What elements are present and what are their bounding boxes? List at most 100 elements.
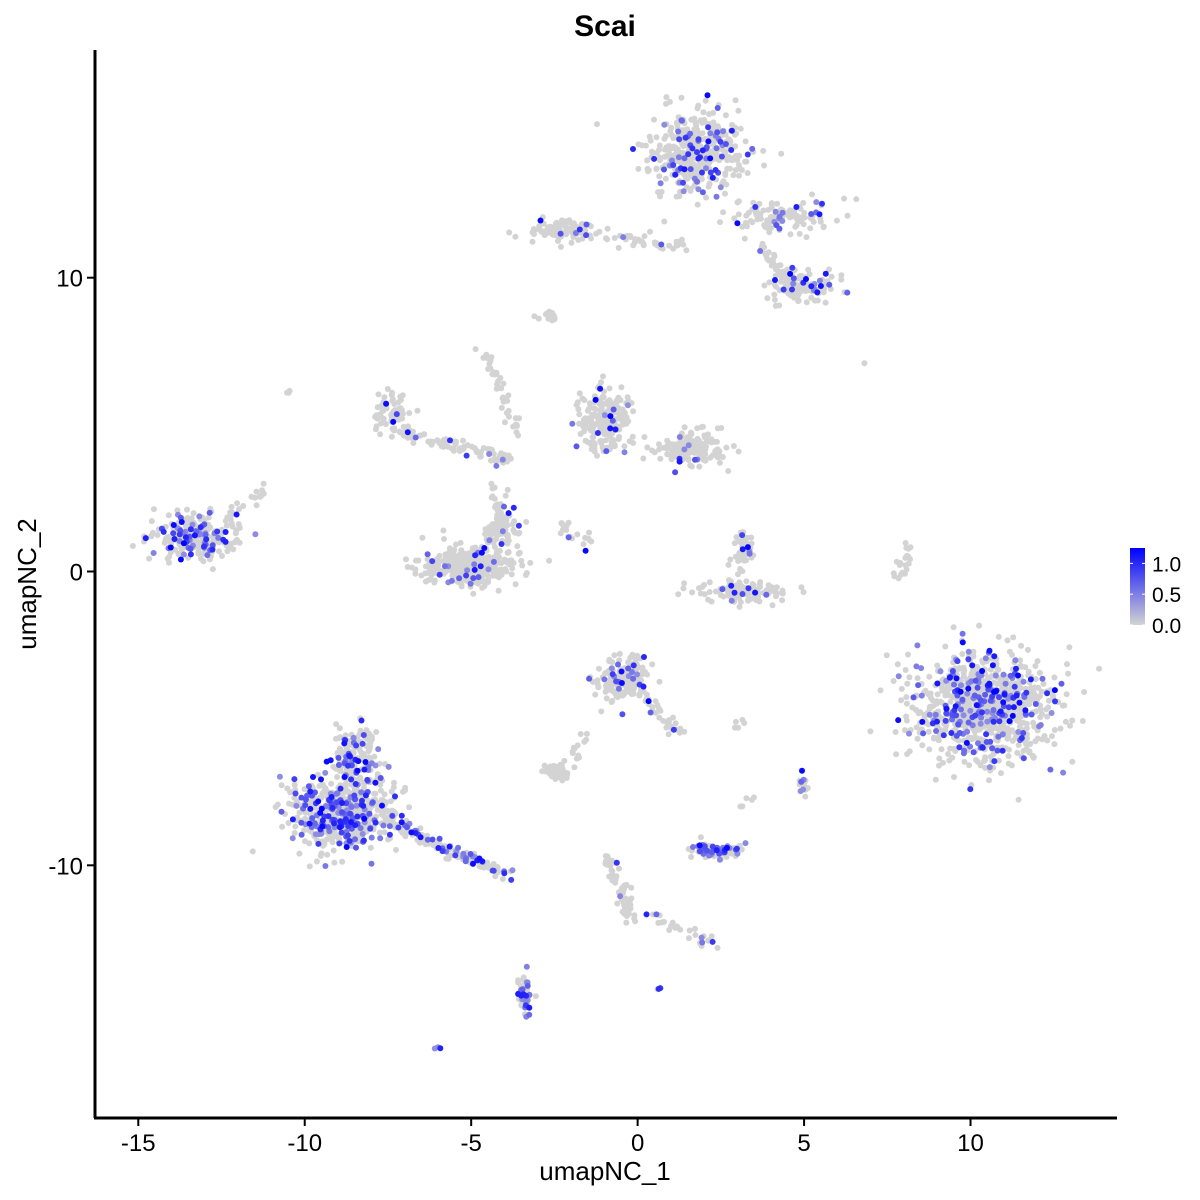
cell-point	[1032, 676, 1039, 683]
cell-point	[675, 158, 682, 165]
cell-point	[249, 848, 256, 855]
cell-point	[630, 675, 637, 682]
cell-point	[325, 813, 332, 820]
cell-point	[915, 682, 922, 689]
cell-point	[339, 809, 345, 816]
cell-point	[595, 684, 602, 691]
cell-point	[366, 730, 373, 737]
cell-point	[803, 299, 810, 306]
cell-point	[635, 165, 642, 172]
cell-point	[333, 833, 340, 840]
cell-point	[736, 603, 743, 610]
cell-point	[330, 847, 337, 854]
cell-point	[720, 128, 726, 135]
cell-point	[486, 446, 493, 453]
cell-point	[520, 991, 527, 998]
cell-point	[1004, 725, 1011, 732]
cell-point	[743, 795, 750, 802]
cell-point	[669, 157, 675, 164]
cell-point	[576, 754, 582, 761]
cell-point	[752, 209, 759, 216]
cell-point	[672, 171, 679, 178]
cell-point	[366, 810, 373, 817]
cell-point	[602, 860, 609, 867]
cell-point	[1061, 702, 1068, 709]
cell-point	[527, 559, 534, 566]
cell-point	[969, 662, 976, 669]
cell-point	[440, 527, 447, 534]
cell-point	[682, 141, 689, 148]
cell-point	[483, 351, 490, 358]
cell-point	[774, 200, 781, 207]
cell-point	[493, 550, 500, 557]
cell-point	[240, 503, 247, 509]
cell-point	[319, 782, 326, 788]
cell-point	[557, 530, 564, 537]
cell-point	[661, 135, 668, 142]
cell-point	[761, 162, 768, 169]
cell-point	[791, 294, 798, 301]
cell-point	[187, 545, 194, 552]
cell-point	[771, 253, 778, 260]
cell-point	[959, 639, 966, 646]
cell-point	[628, 884, 635, 891]
cell-point	[375, 391, 382, 398]
cell-point	[586, 529, 592, 536]
cell-point	[816, 277, 823, 284]
cell-point	[494, 524, 501, 531]
cell-point	[439, 848, 446, 855]
cell-point	[404, 824, 410, 831]
cell-point	[626, 684, 633, 691]
cell-point	[390, 418, 397, 425]
cell-point	[905, 560, 912, 567]
cell-point	[611, 235, 618, 241]
cell-point	[694, 425, 701, 432]
cell-point	[707, 155, 714, 162]
cell-point	[618, 668, 625, 675]
cell-point	[573, 443, 580, 450]
cell-point	[808, 283, 815, 290]
cell-point	[883, 652, 890, 659]
cell-point	[609, 871, 616, 878]
cell-point	[689, 589, 696, 596]
cell-point	[142, 535, 149, 542]
cell-point	[692, 932, 699, 938]
cell-point	[694, 149, 700, 156]
cell-point	[486, 537, 493, 544]
cell-point	[990, 718, 997, 725]
cell-point	[630, 408, 637, 415]
cell-point	[509, 867, 516, 874]
cell-point	[557, 230, 564, 237]
cell-point	[230, 546, 237, 553]
cell-point	[961, 747, 968, 754]
cell-point	[623, 414, 630, 421]
cell-point	[639, 238, 645, 245]
cell-point	[489, 493, 496, 500]
cell-point	[555, 238, 561, 244]
cell-point	[956, 665, 963, 672]
cell-point	[561, 222, 568, 228]
cell-point	[690, 161, 697, 168]
cell-point	[397, 405, 404, 412]
cell-point	[586, 675, 593, 682]
cell-point	[653, 911, 660, 918]
cell-point	[696, 585, 702, 592]
cell-point	[687, 462, 694, 469]
cell-point	[949, 668, 956, 674]
cell-point	[360, 802, 367, 809]
cell-point	[685, 151, 692, 158]
cell-point	[745, 597, 751, 604]
cell-point	[1037, 714, 1044, 721]
cell-point	[668, 923, 675, 929]
cell-point	[789, 208, 796, 215]
cell-point	[630, 680, 637, 687]
cell-point	[973, 757, 980, 763]
cell-point	[743, 221, 749, 228]
cell-point	[323, 758, 330, 765]
cell-point	[587, 439, 594, 446]
cell-point	[512, 415, 519, 422]
cell-point	[398, 819, 405, 826]
cell-point	[989, 693, 996, 700]
cell-point	[1005, 760, 1012, 767]
cell-point	[983, 731, 990, 738]
